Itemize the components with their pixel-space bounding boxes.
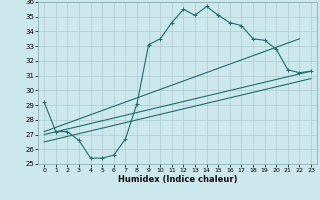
X-axis label: Humidex (Indice chaleur): Humidex (Indice chaleur)	[118, 175, 237, 184]
